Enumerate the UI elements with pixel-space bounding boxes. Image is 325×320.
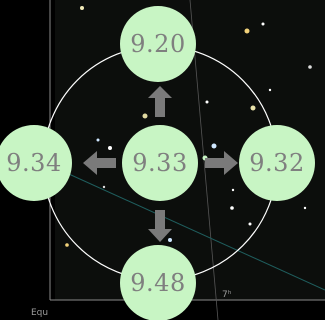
current-value: 9.33 [132, 149, 188, 177]
neighbor-down-bubble[interactable]: 9.48 [120, 245, 196, 320]
current-value-bubble: 9.33 [122, 125, 198, 201]
neighbor-down-value: 9.48 [130, 269, 186, 297]
ra-tick-label: 7ʰ [222, 290, 232, 300]
neighbor-up-value: 9.20 [130, 30, 186, 58]
neighbor-right-value: 9.32 [249, 149, 305, 177]
neighbor-left-value: 9.34 [6, 149, 62, 177]
stars [65, 6, 312, 247]
neighbor-right-bubble[interactable]: 9.32 [239, 125, 315, 201]
neighbor-left-bubble[interactable]: 9.34 [0, 125, 72, 201]
neighbor-up-bubble[interactable]: 9.20 [120, 6, 196, 82]
axis-label-equ: Equ [31, 308, 49, 318]
direction-arrows [83, 86, 238, 242]
